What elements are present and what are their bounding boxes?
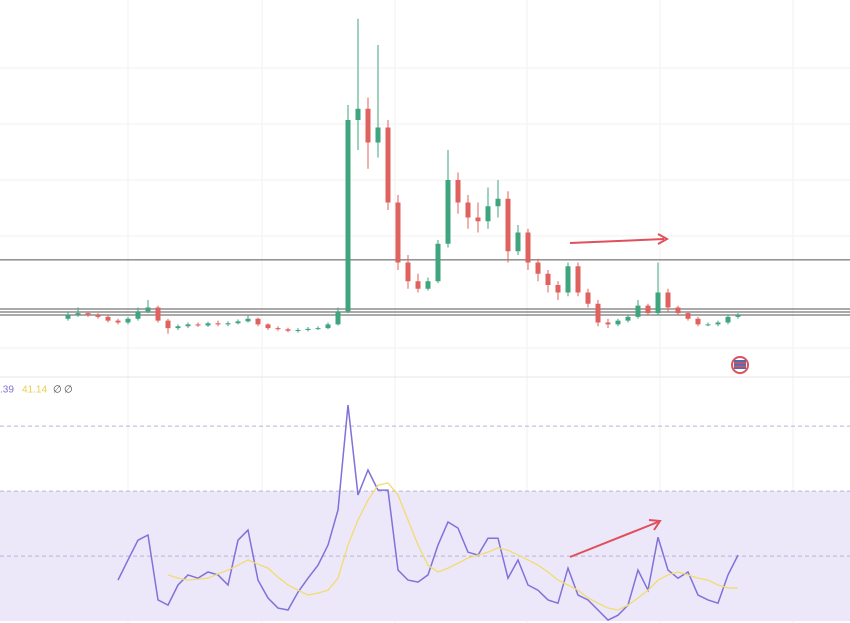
candle-body: [335, 311, 341, 325]
candle-body: [415, 281, 421, 289]
candle-body: [225, 323, 231, 325]
trend-arrow: [569, 233, 670, 245]
candle-body: [185, 324, 191, 327]
rsi-value: .39: [0, 385, 14, 396]
candle-body: [555, 285, 561, 293]
candle-body: [395, 202, 401, 263]
candle-body: [425, 281, 431, 289]
candle-body: [665, 292, 671, 308]
candle-body: [735, 315, 741, 317]
candle-body: [105, 316, 111, 321]
candle-body: [595, 303, 601, 323]
candle-body: [315, 328, 321, 330]
candle-body: [405, 262, 411, 282]
candle-body: [195, 324, 201, 326]
candle-body: [155, 307, 161, 321]
trend-arrow: [569, 519, 662, 558]
candle-body: [295, 330, 301, 331]
candle-body: [305, 328, 311, 330]
candle-body: [355, 108, 361, 120]
candle-body: [535, 262, 541, 274]
indicator-extra: ∅: [53, 385, 62, 396]
candle-body: [625, 316, 631, 321]
candle-body: [705, 324, 711, 326]
rsi-ma-value: 41.14: [22, 385, 47, 396]
candle-body: [525, 232, 531, 263]
candle-body: [95, 315, 101, 317]
candle-body: [345, 120, 351, 312]
candle-body: [565, 266, 571, 293]
candle-body: [75, 313, 81, 315]
candle-body: [485, 206, 491, 222]
candle-body: [615, 320, 621, 325]
candle-body: [265, 324, 271, 329]
candle-body: [455, 180, 461, 203]
candle-body: [145, 307, 151, 312]
rsi-line: [167, 482, 738, 611]
candle-body: [85, 313, 91, 315]
candle-body: [645, 305, 651, 314]
indicator-extra: ∅: [64, 385, 73, 396]
candle-body: [115, 320, 121, 323]
candle-body: [245, 318, 251, 322]
candle-body: [575, 266, 581, 293]
candle-body: [685, 313, 691, 319]
candle-body: [285, 329, 291, 331]
candle-body: [365, 108, 371, 143]
candle-body: [475, 217, 481, 222]
candle-body: [65, 315, 71, 319]
candle-body: [215, 323, 221, 325]
candle-body: [205, 323, 211, 326]
candle-body: [385, 127, 391, 203]
candle-body: [275, 328, 281, 330]
candle-body: [325, 324, 331, 329]
candle-body: [135, 311, 141, 319]
candle-body: [495, 198, 501, 207]
candle-body: [435, 243, 441, 282]
candle-body: [635, 305, 641, 317]
candle-body: [235, 321, 241, 324]
candle-body: [655, 292, 661, 314]
candle-body: [605, 322, 611, 325]
candle-body: [515, 232, 521, 252]
candle-body: [375, 127, 381, 143]
candle-body: [585, 292, 591, 304]
rsi-line: [117, 404, 739, 621]
flag-icon: [731, 356, 749, 374]
candle-body: [255, 318, 261, 325]
candle-body: [505, 198, 511, 252]
candle-body: [695, 318, 701, 325]
candle-body: [445, 180, 451, 244]
candle-body: [545, 273, 551, 285]
candle-body: [465, 202, 471, 218]
candle-body: [715, 322, 721, 325]
candle-body: [675, 307, 681, 314]
candle-body: [175, 326, 181, 329]
candle-body: [725, 316, 731, 323]
candle-body: [165, 320, 171, 329]
candle-body: [125, 318, 131, 323]
